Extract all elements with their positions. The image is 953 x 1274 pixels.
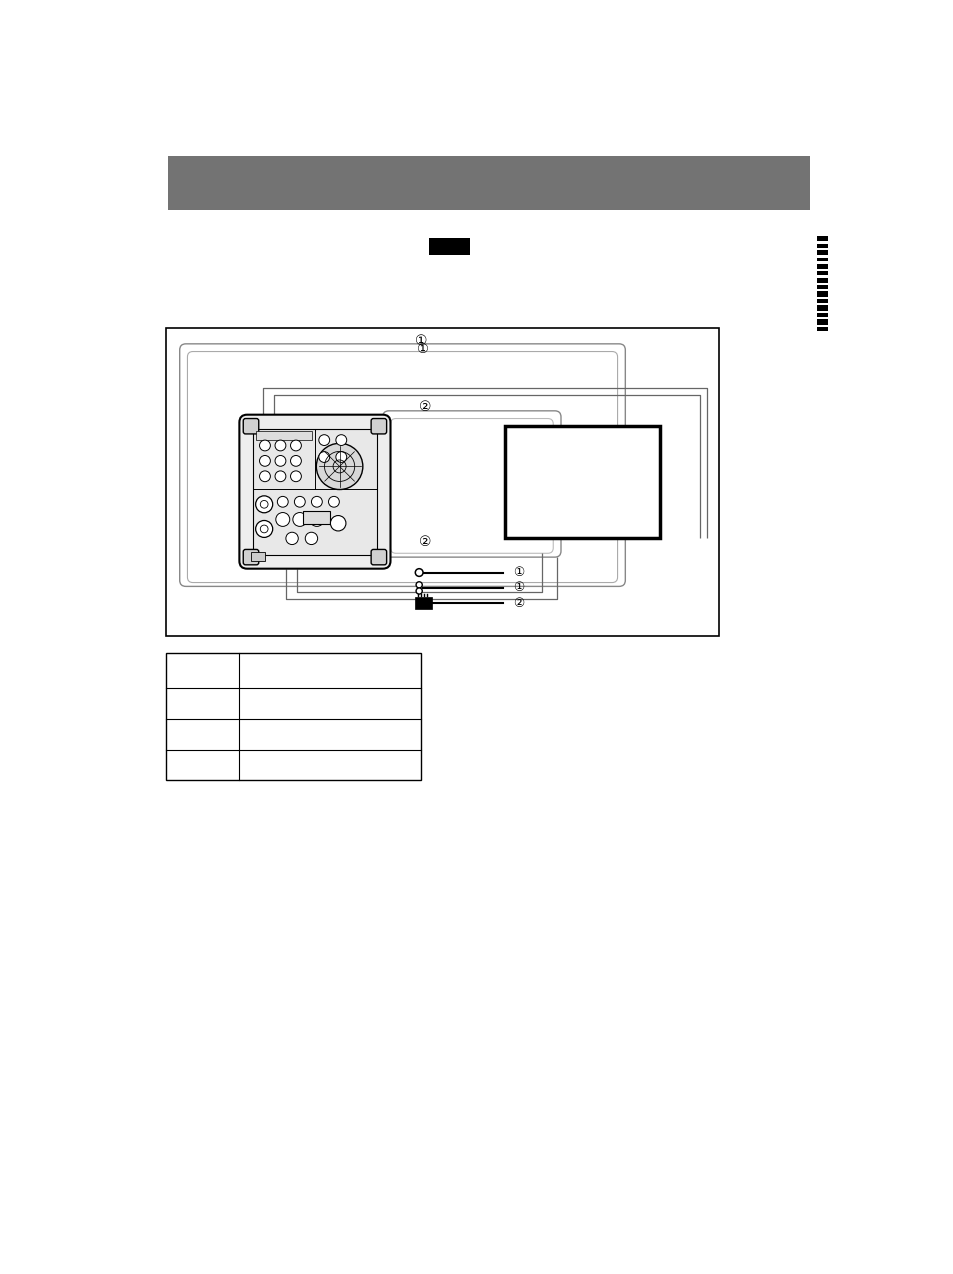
Bar [427,594,428,598]
FancyBboxPatch shape [243,549,258,564]
FancyBboxPatch shape [371,549,386,564]
Bar [816,264,827,269]
Circle shape [318,452,330,462]
Bar [255,431,313,440]
Bar [816,236,827,242]
Bar [816,306,827,311]
Bar [166,329,719,637]
Circle shape [415,568,422,576]
Bar [816,320,827,325]
Circle shape [274,471,286,482]
FancyBboxPatch shape [371,419,386,434]
Circle shape [335,434,346,446]
Text: ②: ② [418,400,431,414]
Circle shape [416,587,422,594]
Bar [429,238,469,255]
Circle shape [286,533,298,544]
FancyBboxPatch shape [179,344,624,586]
Bar [816,299,827,303]
FancyBboxPatch shape [390,419,553,553]
FancyBboxPatch shape [187,352,617,582]
Bar [816,257,827,261]
Circle shape [260,525,268,533]
Text: ①: ① [513,566,523,578]
Bar [816,271,827,275]
Circle shape [318,434,330,446]
Bar [251,552,265,561]
Bar [415,598,432,609]
Circle shape [328,497,339,507]
Circle shape [275,512,290,526]
FancyBboxPatch shape [239,414,390,568]
Bar [505,427,659,538]
Text: ①: ① [415,334,427,348]
Circle shape [291,456,301,466]
Circle shape [416,582,422,587]
Circle shape [260,501,268,508]
Circle shape [274,456,286,466]
Text: ①: ① [416,343,427,355]
FancyBboxPatch shape [382,410,560,557]
Circle shape [274,440,286,451]
Circle shape [291,471,301,482]
Bar [420,594,422,598]
Bar [253,428,376,554]
Bar [816,327,827,331]
Text: ②: ② [513,596,523,610]
Circle shape [259,471,270,482]
FancyBboxPatch shape [243,419,258,434]
Circle shape [305,533,317,544]
Circle shape [291,440,301,451]
Circle shape [316,443,362,489]
Bar [166,654,421,781]
Circle shape [255,521,273,538]
Circle shape [330,516,346,531]
Circle shape [335,452,346,462]
Bar [417,594,418,598]
Circle shape [259,440,270,451]
Circle shape [310,512,323,526]
Bar [303,511,330,525]
Bar [816,278,827,283]
Circle shape [255,496,273,512]
Bar [423,594,425,598]
Bar [816,250,827,255]
Bar [168,155,809,210]
Circle shape [311,497,322,507]
Bar [816,243,827,247]
Text: ②: ② [418,535,431,549]
Text: ①: ① [513,581,523,595]
Bar [816,292,827,297]
Circle shape [277,497,288,507]
Circle shape [259,456,270,466]
Circle shape [294,497,305,507]
Bar [816,285,827,289]
Circle shape [293,512,307,526]
Bar [816,313,827,317]
